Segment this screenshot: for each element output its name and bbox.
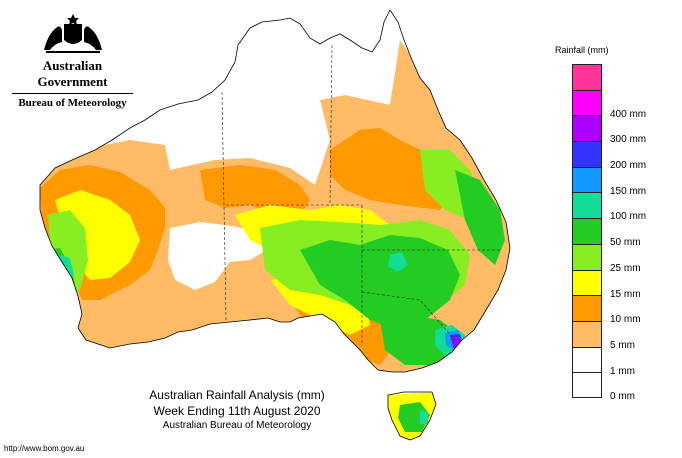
legend-label: 300 mm xyxy=(610,134,647,146)
map-title: Australian Rainfall Analysis (mm) xyxy=(149,388,325,402)
rain-25-50mm-zone xyxy=(300,235,460,330)
rain-25-50mm-zone-coast xyxy=(455,170,505,265)
legend-item: 1 mm xyxy=(553,346,678,377)
rainfall-fields xyxy=(40,40,510,440)
legend-label: 100 mm xyxy=(610,211,647,223)
legend-swatch xyxy=(572,269,602,296)
legend-swatch xyxy=(572,141,602,167)
rain-50-100mm-patch-inland xyxy=(388,252,408,272)
rain-25-50mm-zone-southeast xyxy=(380,315,460,365)
border-wa xyxy=(221,91,227,321)
legend-swatch xyxy=(572,115,602,142)
legend-label: 50 mm xyxy=(610,237,641,249)
legend-swatch xyxy=(572,64,602,90)
dry-inlet-west xyxy=(168,222,270,290)
legend-swatch xyxy=(572,89,602,116)
legend-swatch xyxy=(572,243,602,270)
legend-item: 0 mm xyxy=(553,372,678,402)
rain-tasmania-25-50mm xyxy=(398,402,430,432)
legend-swatch xyxy=(572,192,602,219)
legend-label: 400 mm xyxy=(610,108,647,120)
border-nt-qld xyxy=(329,44,333,206)
legend-swatch xyxy=(572,346,602,373)
legend-swatch xyxy=(572,372,602,398)
legend-item: 5 mm xyxy=(553,320,678,351)
legend-swatch xyxy=(572,320,602,347)
legend-title: Rainfall (mm) xyxy=(555,45,609,55)
legend-label: 1 mm xyxy=(610,365,635,377)
state-borders xyxy=(221,44,500,345)
legend-item: 200 mm xyxy=(553,141,678,171)
legend-label: 25 mm xyxy=(610,262,641,274)
legend-item: 10 mm xyxy=(553,295,678,325)
rain-15-25mm-zone-west xyxy=(48,210,88,300)
legend-swatch xyxy=(572,295,602,321)
government-logo: Australian Government Bureau of Meteorol… xyxy=(10,10,135,109)
legend-label: 5 mm xyxy=(610,339,635,351)
legend-label: 150 mm xyxy=(610,185,647,197)
legend-label: 15 mm xyxy=(610,288,641,300)
legend-item: 400 mm xyxy=(553,89,678,120)
legend-item xyxy=(553,64,678,90)
coat-of-arms-icon xyxy=(43,14,102,53)
legend-swatch xyxy=(572,218,602,244)
legend-item: 15 mm xyxy=(553,269,678,300)
legend-label: 10 mm xyxy=(610,314,641,326)
legend-swatch xyxy=(572,166,602,193)
legend-item: 100 mm xyxy=(553,192,678,222)
rain-5-10mm-zone-east xyxy=(330,128,455,210)
legend-label: 200 mm xyxy=(610,160,647,172)
rain-5-10mm-zone-central xyxy=(200,165,310,215)
legend-rows: 400 mm 300 mm 200 mm 150 mm 100 mm 50 mm 25 mm… xyxy=(553,64,678,402)
map-title-block: Australian Rainfall Analysis (mm) Week E… xyxy=(112,387,362,433)
legend-item: 25 mm xyxy=(553,243,678,274)
bureau-title: Bureau of Meteorology xyxy=(18,97,127,109)
legend-item: 300 mm xyxy=(553,115,678,145)
government-title: Australian Government xyxy=(37,58,108,89)
rainfall-legend: Rainfall (mm) 400 mm 300 mm 200 mm 150 mm 10… xyxy=(553,45,678,402)
logo-divider xyxy=(12,93,133,94)
legend-label: 0 mm xyxy=(610,391,635,403)
website-url[interactable]: http://www.bom.gov.au xyxy=(4,444,85,453)
rain-tasmania-50-100mm xyxy=(420,410,428,424)
legend-item: 50 mm xyxy=(553,218,678,248)
map-source: Australian Bureau of Meteorology xyxy=(162,420,312,431)
coastline-outline xyxy=(39,9,511,441)
map-period: Week Ending 11th August 2020 xyxy=(153,404,321,418)
legend-item: 150 mm xyxy=(553,166,678,197)
